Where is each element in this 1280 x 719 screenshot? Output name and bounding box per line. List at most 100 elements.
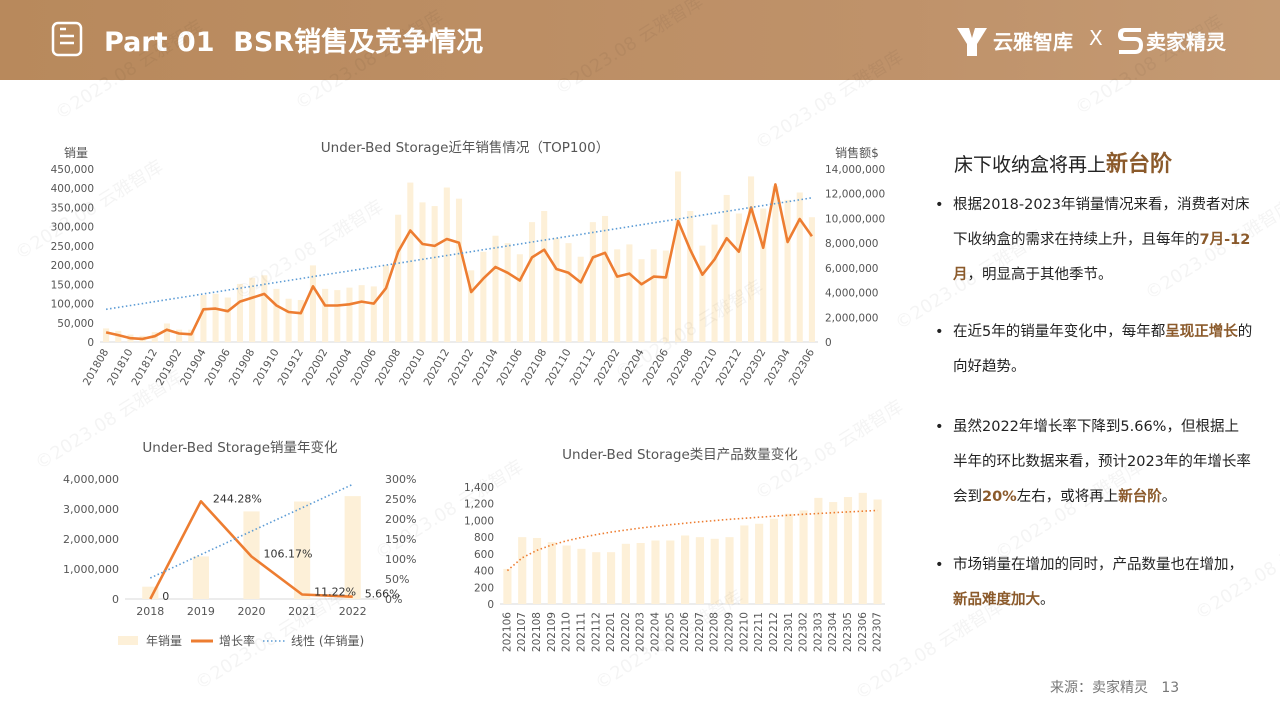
bar — [297, 299, 304, 342]
bar — [261, 275, 268, 342]
y-tick-label: 0 — [112, 593, 119, 606]
bar — [224, 297, 231, 342]
bar — [562, 545, 571, 604]
line — [105, 183, 813, 341]
data-label: 0 — [162, 590, 169, 603]
source: 来源：卖家精灵 — [1050, 680, 1148, 696]
bar — [755, 523, 764, 604]
y2-tick-label: 0 — [825, 337, 832, 349]
bar — [666, 540, 675, 604]
trend-line — [149, 483, 354, 579]
x-tick-label: 202301 — [783, 612, 795, 652]
y2-tick-label: 50% — [385, 573, 409, 586]
y-tick-label: 1,000,000 — [63, 563, 119, 576]
bar — [103, 328, 110, 342]
bar — [808, 217, 815, 342]
bar — [553, 238, 560, 342]
bullet-text: 新台阶 — [1118, 489, 1162, 505]
bar — [322, 288, 329, 342]
bar — [188, 329, 195, 342]
x-tick-label: 202202 — [620, 612, 632, 652]
y-tick-label: 400 — [474, 566, 494, 578]
bar — [589, 222, 596, 342]
bar — [606, 552, 616, 604]
y2-tick-label: 6,000,000 — [825, 263, 878, 275]
bar — [829, 502, 838, 604]
bar — [516, 254, 523, 342]
y2-tick-label: 2,000,000 — [825, 312, 878, 324]
bar — [735, 213, 742, 342]
x-tick-label: 202203 — [635, 612, 647, 652]
x-tick-label: 2020 — [238, 605, 266, 618]
bar — [711, 224, 718, 342]
y-axis-title: 销量 — [64, 146, 88, 160]
header-title: Part 01 BSR销售及竞争情况 — [104, 27, 484, 58]
bar — [395, 214, 402, 342]
bullet-text: 在近5年的销量年变化中，每年都 — [953, 324, 1166, 340]
y-tick-label: 400,000 — [51, 183, 94, 195]
y-tick-label: 1,200 — [464, 499, 494, 511]
chart-title: Under-Bed Storage近年销售情况（TOP100） — [321, 140, 609, 156]
title-part: 新台阶 — [1106, 152, 1173, 177]
bar — [858, 492, 867, 604]
bar — [192, 556, 209, 599]
bullet-text: 的向好趋势。 — [953, 324, 1253, 375]
bar — [468, 270, 475, 342]
y-tick-label: 300,000 — [51, 222, 94, 234]
bullet-text: 。 — [1040, 592, 1055, 608]
bar — [651, 540, 660, 604]
x-tick-label: 202108 — [531, 612, 543, 652]
bullet-text: 7月-12月 — [953, 232, 1251, 283]
y2-tick-label: 10,000,000 — [825, 213, 885, 225]
y-tick-label: 2,000,000 — [63, 533, 119, 546]
bar — [621, 543, 630, 604]
y2-tick-label: 12,000,000 — [825, 189, 885, 201]
y2-tick-label: 300% — [385, 473, 416, 486]
bar — [626, 244, 633, 342]
chart-title: Under-Bed Storage类目产品数量变化 — [562, 447, 798, 463]
y2-axis-title: 销售额$ — [835, 145, 879, 160]
bar — [873, 499, 882, 604]
bar — [503, 568, 512, 604]
bar — [480, 251, 487, 342]
bar — [601, 215, 609, 342]
x-tick-label: 202106 — [501, 612, 513, 652]
bar — [346, 287, 353, 342]
product-count-chart: Under-Bed Storage类目产品数量变化 0 200 400 600 800 1,… — [464, 447, 885, 652]
trend-line — [105, 197, 813, 311]
bar — [212, 293, 219, 342]
data-label: 244.28% — [213, 492, 262, 505]
y-tick-label: 200 — [474, 582, 494, 594]
data-label: 5.66% — [365, 588, 400, 601]
x-tick-label: 202302 — [798, 612, 810, 652]
legend-swatch — [118, 636, 138, 645]
x-tick-label: 2021 — [288, 605, 316, 618]
x-tick-label: 202305 — [842, 612, 854, 652]
x-tick-label: 202109 — [546, 612, 558, 652]
x-tick-label: 202306 — [857, 612, 869, 652]
bar — [699, 245, 706, 342]
y-tick-label: 3,000,000 — [63, 503, 119, 516]
bar — [532, 537, 542, 604]
bar — [528, 222, 536, 342]
bar — [723, 194, 730, 342]
bar — [518, 537, 527, 604]
bar — [799, 510, 808, 604]
y2-tick-label: 250% — [385, 493, 416, 506]
bar — [769, 518, 779, 604]
bar — [358, 285, 365, 342]
bar — [565, 243, 572, 342]
bar — [541, 211, 548, 342]
bar — [760, 208, 767, 342]
logo-separator: X — [1089, 26, 1103, 50]
y-tick-label: 450,000 — [51, 164, 94, 176]
bullet: 根据2018-2023年销量情况来看，消费者对床下收纳盒的需求在持续上升，且每年… — [930, 188, 1253, 293]
y-tick-label: 1,000 — [464, 515, 494, 527]
x-tick-label: 202205 — [664, 612, 676, 652]
bullet: 市场销量在增加的同时，产品数量也在增加， 新品难度加大。 — [930, 548, 1253, 618]
x-tick-label: 2018 — [136, 605, 164, 618]
bullet-text: 。 — [1161, 489, 1177, 505]
logo-text: 卖家精灵 — [1146, 30, 1226, 54]
chart-title: Under-Bed Storage销量年变化 — [142, 440, 337, 456]
bar — [740, 525, 749, 604]
